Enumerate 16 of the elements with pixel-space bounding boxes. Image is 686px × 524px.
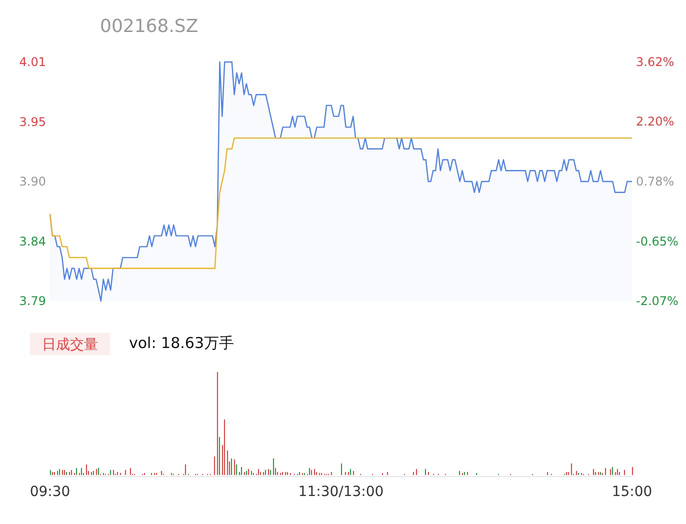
y-tick-label: 3.90 [19, 174, 46, 188]
x-tick-label: 09:30 [30, 484, 70, 500]
y2-tick-label: 2.20% [636, 114, 674, 129]
x-tick-label: 15:00 [612, 484, 652, 500]
y-tick-label: 3.79 [19, 294, 46, 308]
y2-tick-label: 0.78% [636, 174, 674, 188]
y2-tick-label: 3.62% [636, 55, 674, 69]
text: 日成交量 [42, 337, 98, 353]
y-tick-label: 3.84 [19, 234, 46, 248]
y-tick-label: 3.95 [19, 114, 46, 129]
y2-tick-label: -0.65% [636, 234, 678, 248]
title: 002168.SZ [100, 16, 198, 37]
x-tick-label: 11:30/13:00 [298, 484, 384, 500]
text: vol: 18.63万手 [129, 334, 234, 352]
y-tick-label: 4.01 [19, 55, 46, 69]
y2-tick-label: -2.07% [636, 294, 678, 308]
